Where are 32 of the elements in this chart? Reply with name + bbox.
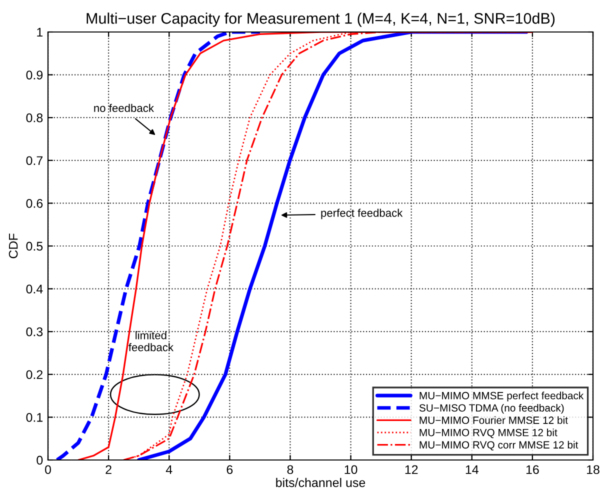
x-tick-label: 4 bbox=[166, 465, 172, 474]
legend-label: SU−MISO TDMA (no feedback) bbox=[419, 404, 564, 414]
x-axis-title: bits/channel use bbox=[276, 478, 366, 488]
y-tick-label: 0.6 bbox=[26, 199, 43, 208]
x-tick-label: 18 bbox=[587, 465, 600, 474]
annotation: perfect feedback bbox=[321, 208, 403, 220]
x-tick-label: 8 bbox=[287, 465, 294, 474]
annotation: limited feedback bbox=[128, 331, 174, 352]
y-tick-label: 0 bbox=[36, 456, 43, 465]
x-tick-label: 12 bbox=[405, 465, 418, 474]
y-tick-label: 0.2 bbox=[26, 370, 43, 380]
y-axis-title: CDF bbox=[8, 234, 18, 258]
chart-title: Multi−user Capacity for Measurement 1 (M=4, K=4, N=1, SNR=10dB) bbox=[86, 12, 555, 27]
annotation: no feedback bbox=[94, 104, 154, 112]
x-tick-label: 16 bbox=[526, 465, 539, 474]
y-tick-label: 0.4 bbox=[26, 284, 43, 294]
y-tick-label: 0.3 bbox=[26, 327, 43, 336]
x-tick-label: 6 bbox=[226, 465, 233, 474]
legend-label: MU−MIMO RVQ corr MMSE 12 bit bbox=[420, 440, 578, 450]
y-tick-label: 0.7 bbox=[26, 156, 43, 166]
x-tick-label: 0 bbox=[45, 465, 51, 474]
x-tick-label: 14 bbox=[466, 465, 478, 474]
x-tick-label: 2 bbox=[106, 465, 112, 474]
y-tick-label: 0.1 bbox=[26, 413, 43, 422]
legend-label: MU−MIMO RVQ MMSE 12 bit bbox=[420, 428, 558, 438]
legend-label: MU−MIMO Fourier MMSE 12 bit bbox=[420, 416, 568, 424]
y-tick-label: 0.9 bbox=[26, 70, 43, 80]
x-tick-label: 10 bbox=[344, 465, 358, 474]
y-tick-label: 1 bbox=[37, 28, 43, 37]
y-tick-label: 0.5 bbox=[26, 242, 43, 251]
legend-label: MU−MIMO MMSE perfect feedback bbox=[420, 392, 584, 402]
y-tick-label: 0.8 bbox=[26, 113, 43, 122]
